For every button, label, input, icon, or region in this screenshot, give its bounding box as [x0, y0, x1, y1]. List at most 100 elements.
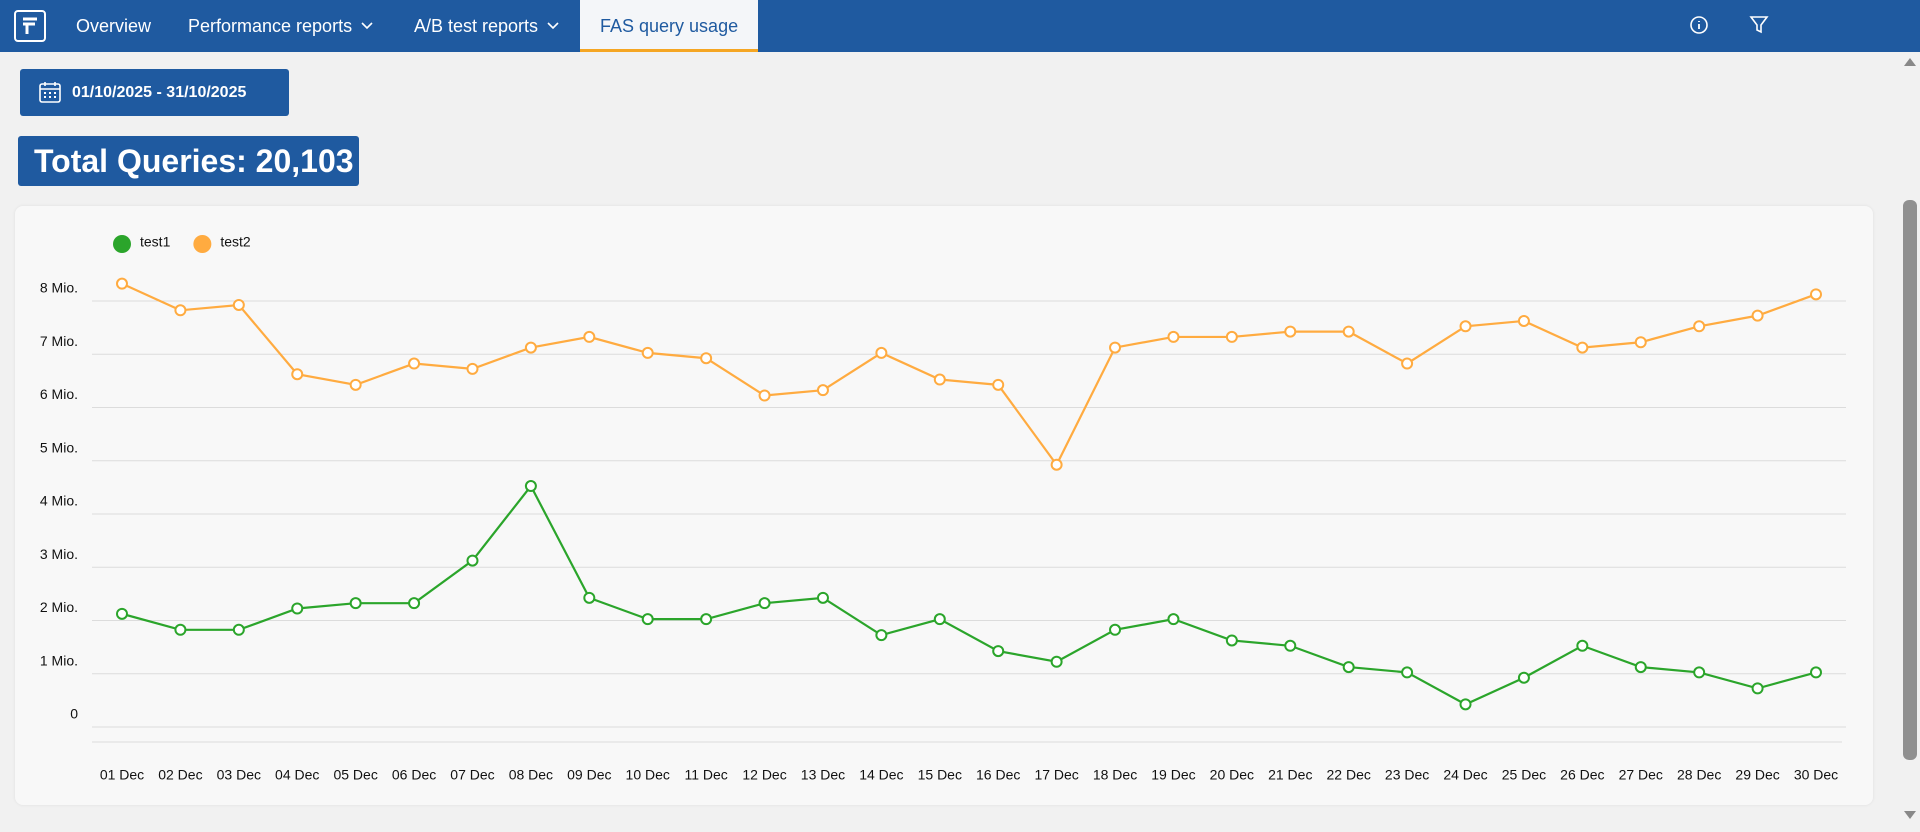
chevron [547, 22, 559, 30]
y-tick-label: 7 Mio. [40, 333, 78, 349]
x-tick-label: 21 Dec [1268, 767, 1312, 783]
date-range: 01/10/2025 - 31/10/2025 [72, 84, 247, 101]
data-point [174, 304, 187, 317]
chart-card [15, 206, 1873, 805]
data-point [1342, 661, 1355, 674]
x-tick-label: 30 Dec [1794, 767, 1838, 783]
x-tick-label: 08 Dec [509, 767, 553, 783]
x-tick-label: 17 Dec [1034, 767, 1078, 783]
x-tick-label: 28 Dec [1677, 767, 1721, 783]
data-point [1576, 639, 1589, 652]
legend-marker [113, 235, 131, 253]
data-point [641, 613, 654, 626]
data-point [816, 384, 829, 397]
logo[interactable] [14, 10, 46, 42]
legend-marker [193, 235, 212, 253]
data-point [116, 277, 128, 290]
data-point [583, 330, 596, 343]
data-point [992, 645, 1005, 658]
x-tick-label: 26 Dec [1560, 767, 1604, 783]
data-point [1225, 330, 1238, 343]
chevron [361, 22, 373, 30]
data-point [1342, 325, 1355, 338]
y-tick-label: 6 Mio. [40, 386, 78, 402]
x-tick-label: 25 Dec [1502, 767, 1546, 783]
data-point [816, 591, 829, 604]
x-tick-label: 29 Dec [1735, 767, 1779, 783]
x-tick-label: 27 Dec [1619, 767, 1663, 783]
x-tick-label: 03 Dec [217, 767, 261, 783]
x-tick-label: 18 Dec [1093, 767, 1137, 783]
data-point [758, 597, 771, 610]
data-point [1401, 357, 1414, 370]
data-point [1109, 341, 1122, 354]
data-point [1517, 671, 1530, 684]
data-point [875, 629, 888, 642]
total-queries: Total Queries: 20,103 [18, 136, 359, 186]
series-line [121, 282, 1817, 467]
data-point [466, 554, 479, 567]
data-point [232, 298, 245, 311]
x-tick-label: 15 Dec [918, 767, 962, 783]
x-tick-label: 19 Dec [1151, 767, 1195, 783]
data-point [408, 597, 421, 610]
nav-item[interactable]: A/B test reports [414, 16, 539, 36]
x-tick-label: 10 Dec [626, 767, 670, 783]
data-point [1284, 639, 1297, 652]
data-point [641, 346, 654, 359]
data-point [875, 346, 888, 359]
data-point [291, 602, 304, 615]
data-point [1401, 666, 1414, 679]
date-range-button[interactable]: 01/10/2025 - 31/10/2025 [20, 69, 289, 116]
data-point [116, 607, 128, 620]
data-point [583, 591, 596, 604]
x-tick-label: 24 Dec [1443, 767, 1487, 783]
data-point [1225, 634, 1238, 647]
data-point [992, 378, 1005, 391]
x-tick-label: 16 Dec [976, 767, 1020, 783]
data-point [1693, 666, 1706, 679]
data-point [1576, 341, 1589, 354]
calendar-icon [39, 82, 61, 103]
filter-icon[interactable] [1749, 15, 1769, 35]
data-point [1050, 458, 1063, 471]
data-point [700, 613, 713, 626]
x-tick-label: 12 Dec [742, 767, 786, 783]
x-tick-label: 04 Dec [275, 767, 319, 783]
data-point [1634, 661, 1647, 674]
data-point [466, 362, 479, 375]
data-point [349, 378, 362, 391]
y-tick-label: 8 Mio. [40, 280, 78, 296]
y-tick-label: 4 Mio. [40, 493, 78, 509]
nav-item-active[interactable]: FAS query usage [580, 0, 759, 52]
x-tick-label: 09 Dec [567, 767, 611, 783]
data-point [1751, 682, 1764, 695]
y-tick-label: 3 Mio. [40, 546, 78, 562]
data-point [1459, 320, 1472, 333]
legend-label: test2 [220, 234, 251, 250]
data-point [1050, 655, 1063, 668]
top-nav: Overview Performance reports A/B test re… [0, 0, 1920, 52]
data-point [524, 341, 537, 354]
data-point [524, 480, 537, 493]
data-point [349, 597, 362, 610]
scrollbar[interactable] [1900, 52, 1920, 827]
legend-label: test1 [140, 234, 171, 250]
nav-item[interactable]: Performance reports [188, 16, 353, 36]
data-point [408, 357, 421, 370]
data-point [933, 373, 946, 386]
y-tick-label: 1 Mio. [40, 652, 78, 668]
data-point [1517, 314, 1530, 327]
data-point [758, 389, 771, 402]
x-tick-label: 02 Dec [158, 767, 202, 783]
nav-item[interactable]: Overview [76, 16, 152, 36]
data-point [232, 623, 245, 636]
info-icon[interactable] [1689, 15, 1709, 35]
data-point [1693, 320, 1706, 333]
data-point [1751, 309, 1764, 322]
x-tick-label: 07 Dec [450, 767, 494, 783]
x-tick-label: 20 Dec [1210, 767, 1254, 783]
data-point [1634, 336, 1647, 349]
